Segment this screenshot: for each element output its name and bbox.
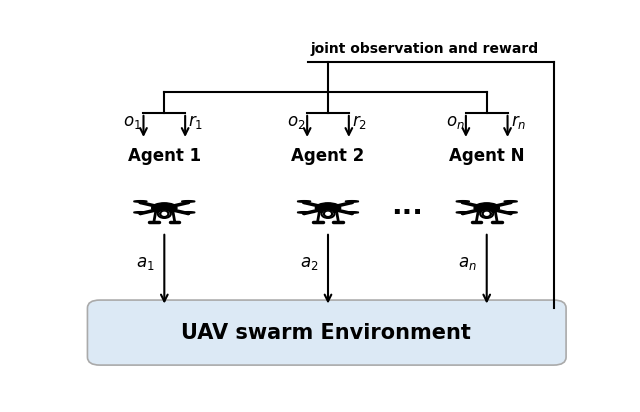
Text: $o_1$: $o_1$ (124, 112, 142, 131)
Ellipse shape (182, 212, 195, 213)
Circle shape (160, 211, 169, 217)
Text: ...: ... (392, 192, 423, 220)
Ellipse shape (345, 201, 358, 202)
Circle shape (480, 210, 493, 218)
Text: joint observation and reward: joint observation and reward (310, 42, 539, 56)
Text: $o_n$: $o_n$ (445, 112, 465, 131)
Text: Agent 1: Agent 1 (128, 147, 201, 165)
Circle shape (461, 213, 464, 214)
Circle shape (509, 202, 512, 204)
Ellipse shape (474, 203, 499, 213)
Circle shape (139, 213, 141, 214)
Circle shape (351, 213, 353, 214)
Ellipse shape (504, 212, 517, 213)
Circle shape (303, 213, 305, 214)
Circle shape (187, 202, 189, 204)
Ellipse shape (345, 212, 358, 213)
Ellipse shape (456, 212, 470, 213)
Ellipse shape (316, 203, 340, 213)
Text: $r_1$: $r_1$ (188, 112, 204, 131)
Text: $a_1$: $a_1$ (136, 254, 155, 272)
Ellipse shape (152, 203, 177, 213)
Text: $a_2$: $a_2$ (300, 254, 318, 272)
Circle shape (351, 202, 353, 204)
Circle shape (482, 211, 492, 217)
Ellipse shape (134, 212, 147, 213)
Circle shape (158, 210, 171, 218)
Circle shape (321, 210, 335, 218)
Text: Agent N: Agent N (449, 147, 524, 165)
Circle shape (162, 212, 166, 215)
Ellipse shape (504, 201, 517, 202)
Circle shape (187, 213, 189, 214)
Circle shape (461, 202, 464, 204)
Text: Agent 2: Agent 2 (291, 147, 365, 165)
Ellipse shape (456, 201, 470, 202)
Text: UAV swarm Environment: UAV swarm Environment (180, 323, 470, 342)
Text: $r_2$: $r_2$ (352, 112, 367, 131)
Ellipse shape (298, 201, 311, 202)
Ellipse shape (298, 212, 311, 213)
Circle shape (323, 211, 333, 217)
Text: $o_2$: $o_2$ (287, 112, 305, 131)
Circle shape (303, 202, 305, 204)
Circle shape (326, 212, 330, 215)
Text: $r_n$: $r_n$ (511, 112, 526, 131)
Circle shape (139, 202, 141, 204)
Circle shape (509, 213, 512, 214)
Ellipse shape (182, 201, 195, 202)
Circle shape (484, 212, 489, 215)
Ellipse shape (134, 201, 147, 202)
FancyBboxPatch shape (88, 300, 566, 365)
Text: $a_n$: $a_n$ (458, 254, 477, 272)
